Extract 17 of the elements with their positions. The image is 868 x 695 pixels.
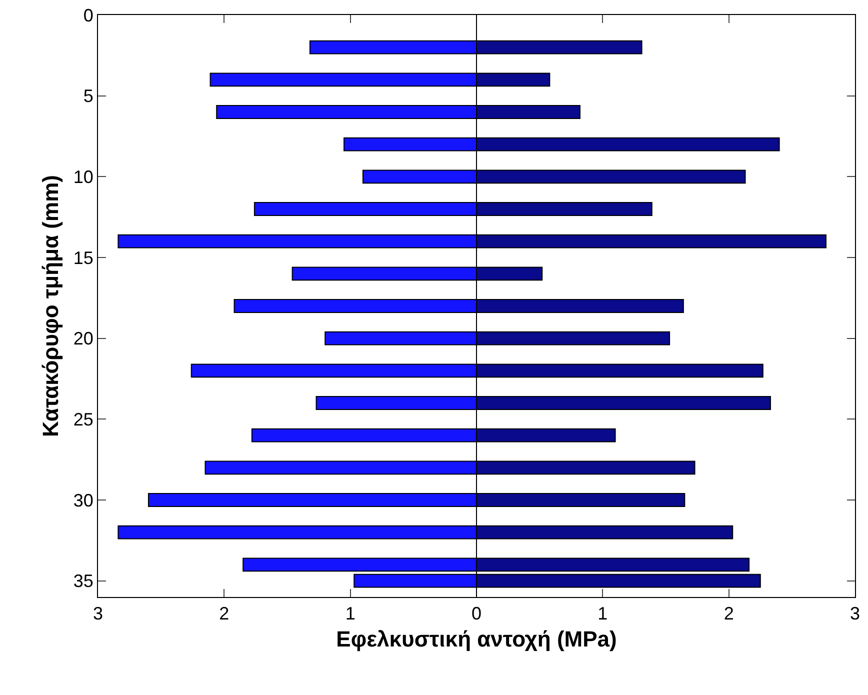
y-tick-label: 35 bbox=[73, 571, 94, 592]
x-tick-label: 1 bbox=[345, 604, 356, 624]
y-tick-label: 30 bbox=[73, 490, 94, 510]
x-tick-label: 3 bbox=[92, 604, 104, 624]
y-tick-label: 0 bbox=[83, 5, 94, 26]
x-tick-label: 1 bbox=[598, 604, 608, 624]
y-tick-label: 25 bbox=[73, 409, 94, 430]
x-tick-label: 3 bbox=[850, 604, 860, 624]
y-tick-label: 20 bbox=[73, 328, 94, 349]
y-tick-label: 5 bbox=[83, 86, 94, 106]
x-tick-label: 2 bbox=[219, 604, 230, 624]
y-tick-label: 10 bbox=[73, 166, 94, 187]
x-tick-label: 2 bbox=[724, 604, 734, 624]
y-axis-title: Κατακόρυφο τμήμα (mm) bbox=[38, 175, 64, 437]
x-axis-title: Εφελκυστική αντοχή (MPa) bbox=[336, 626, 617, 652]
x-tick-label: 0 bbox=[471, 604, 482, 624]
y-tick-label: 15 bbox=[73, 248, 94, 268]
